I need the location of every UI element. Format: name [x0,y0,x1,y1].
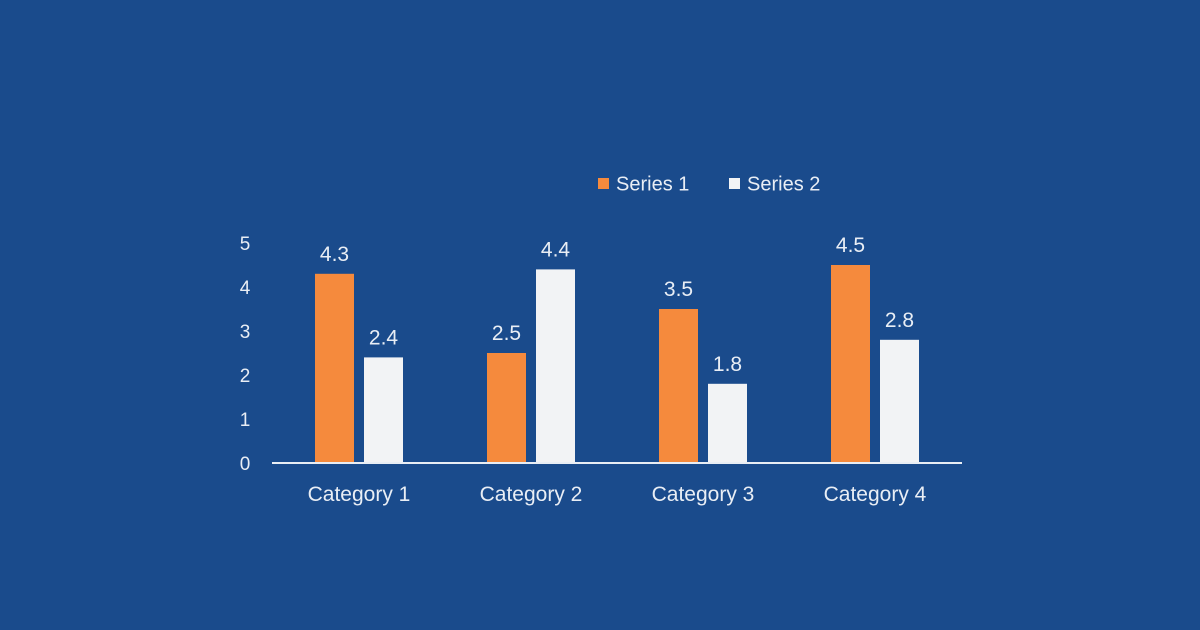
data-labels: 4.3 2.5 3.5 4.5 2.4 4.4 1.8 2.8 [320,234,914,376]
bar-series-1-category-2 [487,353,526,463]
y-tick-label: 3 [240,322,251,343]
legend-label-series-1: Series 1 [616,174,689,196]
bar-series-1-category-4 [831,265,870,463]
data-label: 4.4 [541,238,571,261]
data-label: 1.8 [713,353,742,376]
legend-label-series-2: Series 2 [747,174,820,196]
bar-series-2-category-2 [536,269,575,463]
category-label: Category 4 [824,483,927,506]
y-tick-label: 1 [240,410,251,431]
bars [315,265,919,463]
data-label: 4.3 [320,243,349,266]
legend-swatch-series-2 [729,178,740,189]
data-label: 4.5 [836,234,865,257]
bar-series-2-category-3 [708,383,747,463]
category-label: Category 1 [308,483,411,506]
bar-series-1-category-1 [315,273,354,463]
data-label: 2.8 [885,309,914,332]
x-axis-category-labels: Category 1 Category 2 Category 3 Category 4 [308,483,927,506]
data-label: 2.4 [369,326,399,349]
bar-series-2-category-4 [880,339,919,463]
category-label: Category 3 [652,483,755,506]
chart-legend: Series 1 Series 2 [598,174,820,196]
y-axis-ticks: 0 1 2 3 4 5 [240,234,251,475]
y-tick-label: 4 [240,278,251,299]
y-tick-label: 2 [240,366,251,387]
category-label: Category 2 [480,483,583,506]
y-tick-label: 0 [240,454,251,475]
bar-series-2-category-1 [364,357,403,463]
data-label: 2.5 [492,322,521,345]
data-label: 3.5 [664,278,693,301]
y-tick-label: 5 [240,234,251,255]
bar-series-1-category-3 [659,309,698,463]
legend-swatch-series-1 [598,178,609,189]
